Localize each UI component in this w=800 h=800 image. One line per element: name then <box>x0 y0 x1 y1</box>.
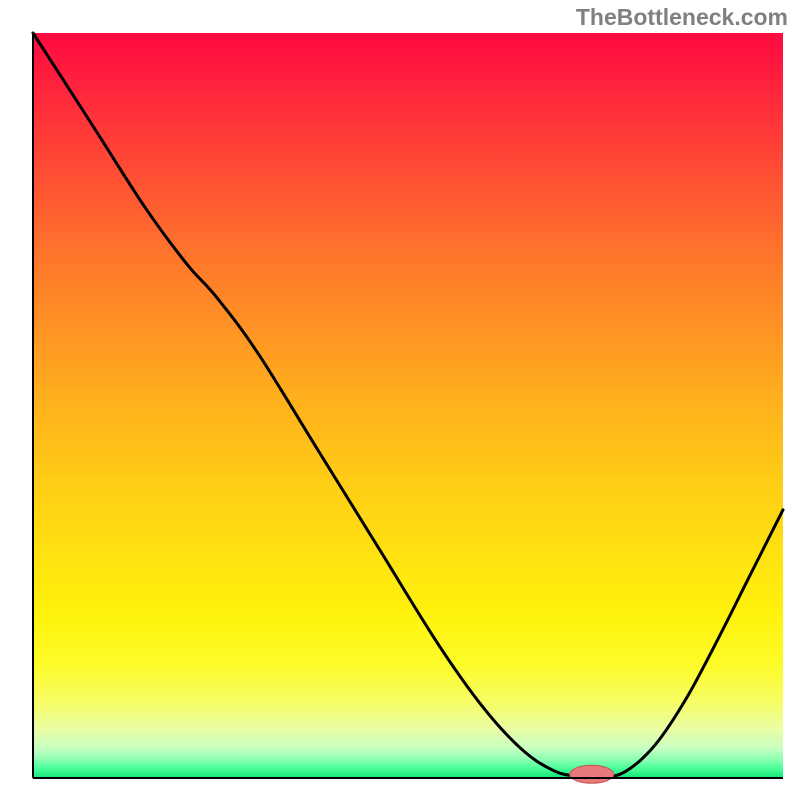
chart-svg <box>0 0 800 800</box>
plot-area-gradient <box>33 33 783 778</box>
bottleneck-chart: TheBottleneck.com <box>0 0 800 800</box>
optimum-marker <box>570 765 614 783</box>
watermark-text: TheBottleneck.com <box>576 4 788 31</box>
